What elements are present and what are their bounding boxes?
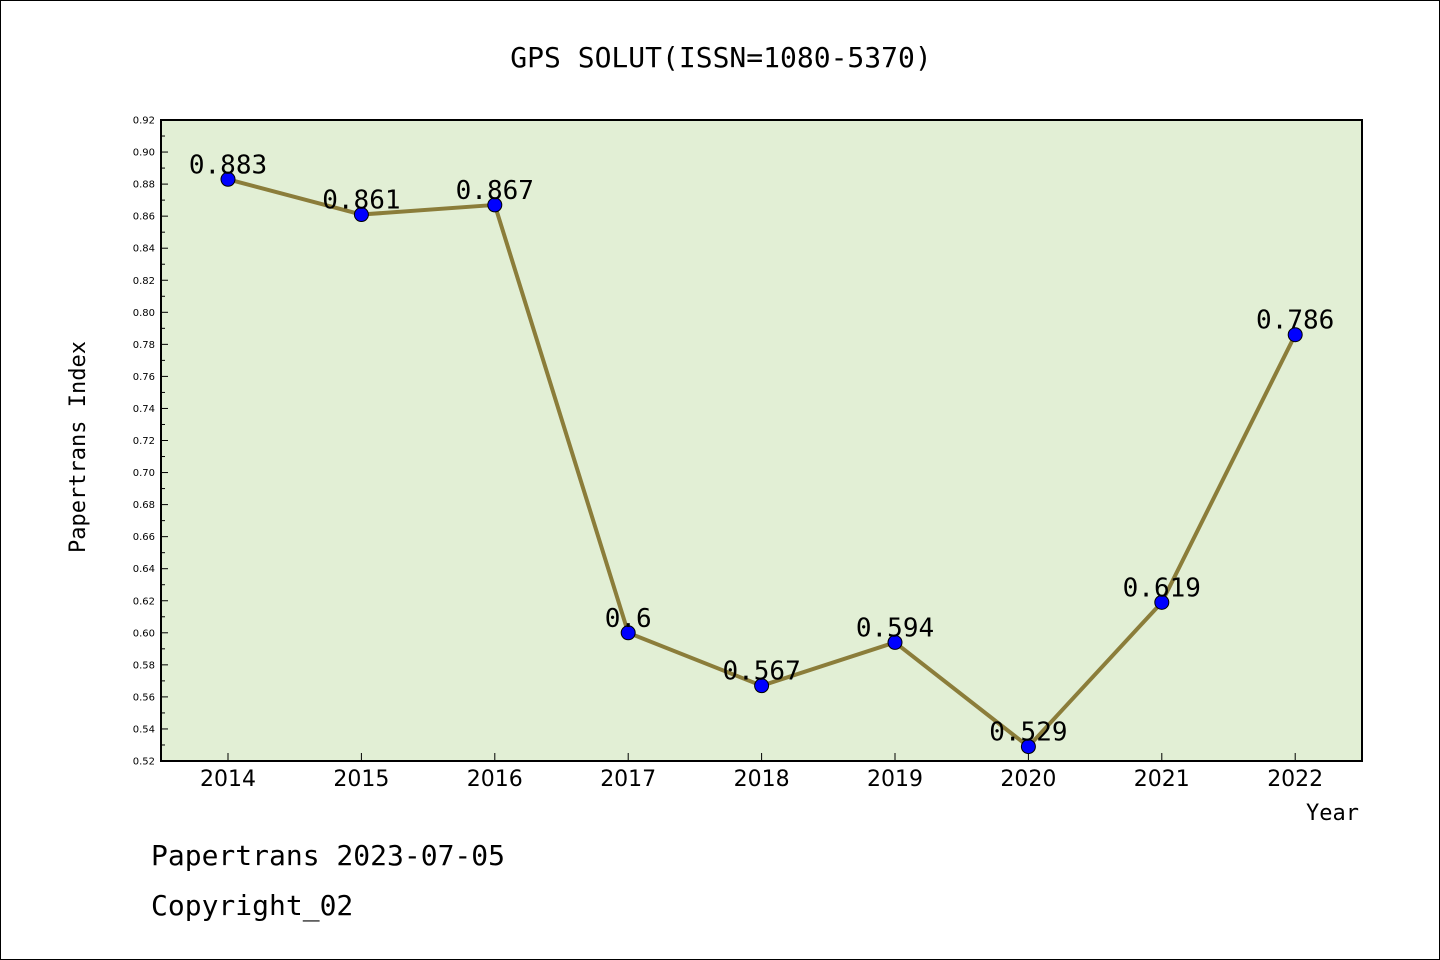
data-point — [1020, 739, 1036, 755]
y-tick-label: 0.64 — [133, 564, 155, 575]
x-tick-label: 2022 — [1267, 767, 1323, 792]
data-point — [1154, 594, 1170, 610]
y-tick-label: 0.72 — [133, 436, 155, 447]
y-tick-label: 0.74 — [133, 404, 155, 415]
x-tick-label: 2019 — [867, 767, 923, 792]
x-tick-label: 2014 — [200, 767, 256, 792]
data-point — [887, 634, 903, 650]
x-tick-label: 2020 — [1000, 767, 1056, 792]
data-label: 0.529 — [989, 718, 1067, 748]
x-tick-label: 2016 — [467, 767, 523, 792]
data-point — [220, 171, 236, 187]
x-tick-label: 2017 — [600, 767, 656, 792]
y-tick-label: 0.84 — [133, 244, 155, 255]
y-tick-label: 0.78 — [133, 340, 155, 351]
y-tick-label: 0.90 — [133, 148, 155, 159]
x-axis-label: Year — [1306, 801, 1359, 826]
data-label: 0.619 — [1123, 573, 1201, 603]
plot-area — [160, 119, 1363, 762]
y-tick-label: 0.56 — [133, 692, 155, 703]
series-papertrans-index — [220, 171, 1303, 755]
y-tick-label: 0.54 — [133, 724, 155, 735]
data-point — [1287, 327, 1303, 343]
y-tick-label: 0.60 — [133, 628, 155, 639]
y-tick-label: 0.80 — [133, 308, 155, 319]
data-label: 0.861 — [322, 186, 400, 216]
y-tick-label: 0.86 — [133, 212, 155, 223]
data-label: 0.867 — [456, 176, 534, 206]
y-tick-label: 0.76 — [133, 372, 155, 383]
footer-date: Papertrans 2023-07-05 — [151, 839, 505, 872]
y-tick-label: 0.58 — [133, 660, 155, 671]
x-tick-label: 2018 — [734, 767, 790, 792]
data-point — [620, 625, 636, 641]
x-tick-label: 2021 — [1134, 767, 1190, 792]
y-tick-label: 0.68 — [133, 500, 155, 511]
y-axis: 0.52 0.54 0.56 0.58 0.60 0.62 0.64 0.66 0.68 0.70… — [133, 116, 168, 768]
y-axis-label: Papertrans Index — [66, 341, 91, 553]
data-labels: 0.883 0.861 0.867 0.6 0.567 0.594 0.529 0.619 0.… — [189, 150, 1334, 747]
chart-title: GPS SOLUT(ISSN=1080-5370) — [510, 41, 931, 74]
footer-copyright: Copyright_02 — [151, 889, 353, 923]
y-tick-label: 0.92 — [133, 116, 155, 127]
data-label: 0.786 — [1256, 306, 1334, 336]
data-label: 0.6 — [605, 604, 652, 634]
data-label: 0.594 — [856, 613, 934, 643]
x-axis: 2014 2015 2016 2017 2018 2019 2020 2021 2022 — [200, 753, 1323, 792]
y-tick-label: 0.66 — [133, 532, 155, 543]
data-point — [353, 207, 369, 223]
data-point — [487, 197, 503, 213]
data-label: 0.883 — [189, 150, 267, 180]
y-tick-label: 0.88 — [133, 180, 155, 191]
data-point — [754, 678, 770, 694]
y-tick-label: 0.70 — [133, 468, 155, 479]
y-tick-label: 0.82 — [133, 276, 155, 287]
y-tick-label: 0.62 — [133, 596, 155, 607]
x-tick-label: 2015 — [333, 767, 389, 792]
y-tick-label: 0.52 — [133, 757, 155, 768]
data-label: 0.567 — [722, 657, 800, 687]
